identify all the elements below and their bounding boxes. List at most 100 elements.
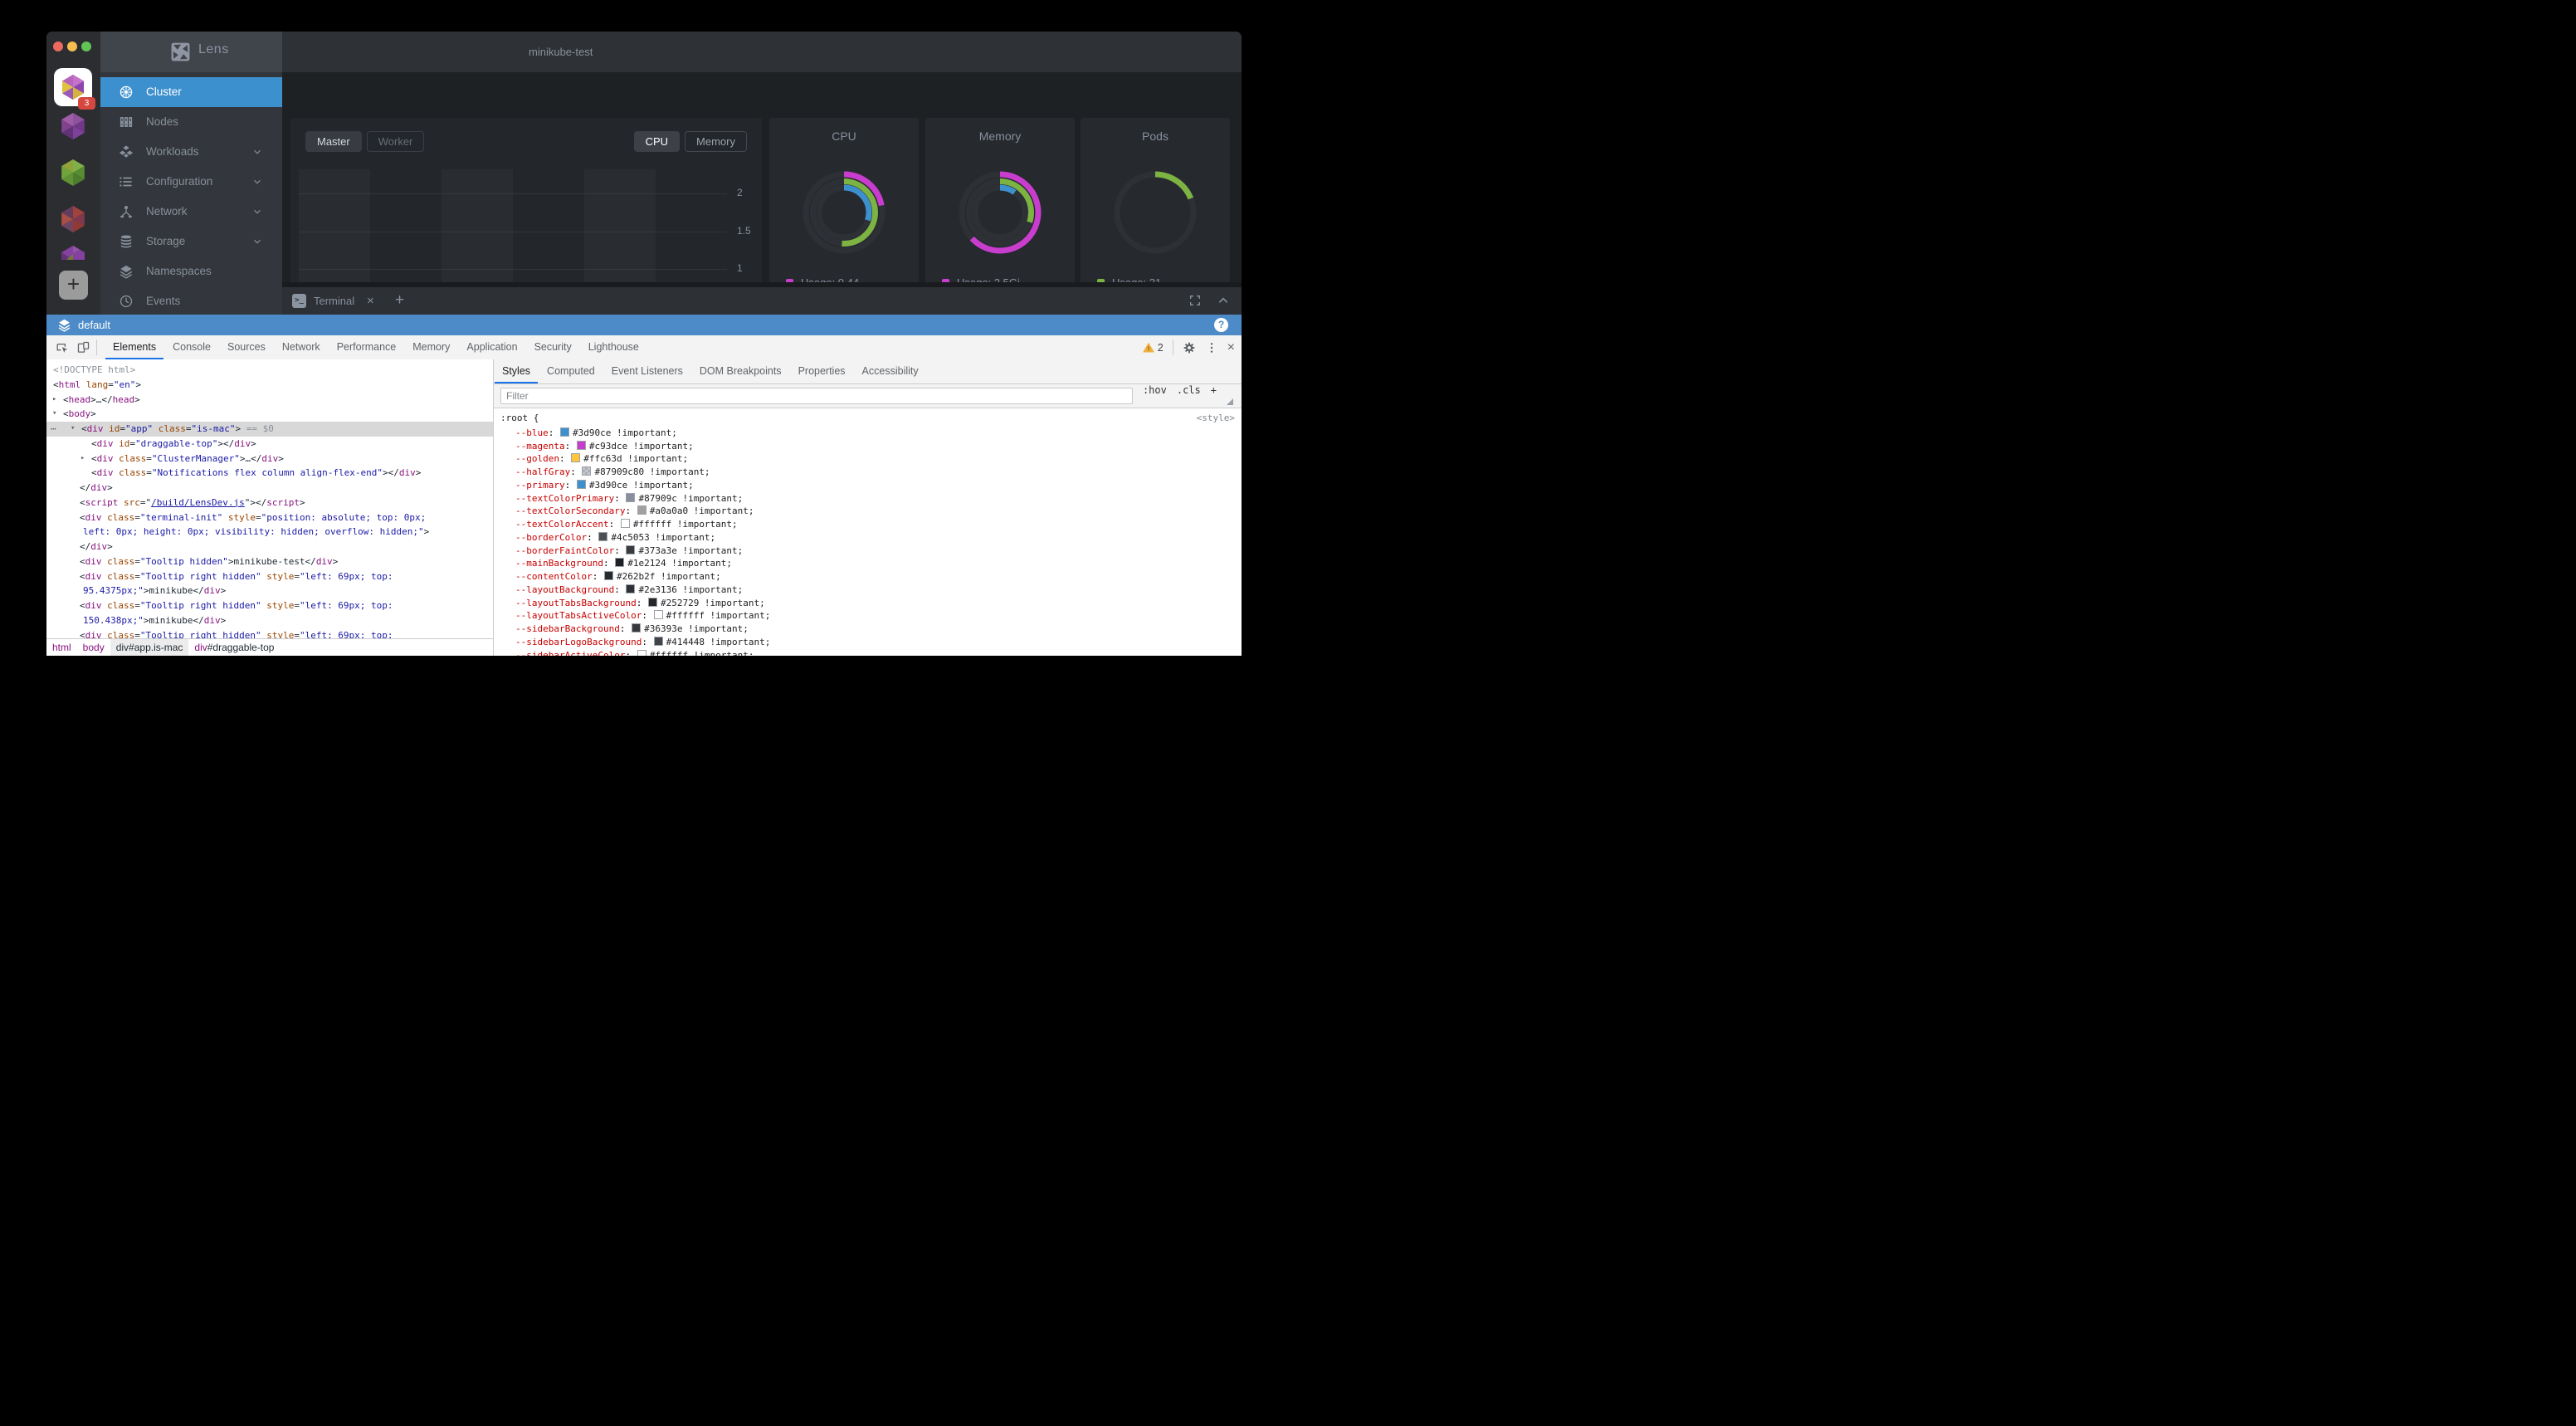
dom-tree-line[interactable]: </div> bbox=[80, 541, 113, 552]
dom-tree-line[interactable]: <div class="Tooltip right hidden" style=… bbox=[80, 570, 393, 582]
terminal-tab[interactable]: Terminal bbox=[314, 295, 355, 307]
console-warnings-button[interactable]: 2 bbox=[1143, 342, 1164, 354]
dom-tree-line[interactable]: ▸ <div class="ClusterManager">…</div> bbox=[46, 452, 493, 466]
sidebar-item-nodes[interactable]: Nodes bbox=[100, 107, 282, 137]
dom-tree-line[interactable]: <div class="Tooltip hidden">minikube-tes… bbox=[80, 555, 339, 567]
color-swatch[interactable] bbox=[603, 571, 613, 580]
dom-tree-line[interactable]: <div class="Tooltip right hidden" style=… bbox=[80, 600, 393, 611]
styles-filter-input[interactable] bbox=[500, 388, 1133, 404]
color-swatch[interactable] bbox=[615, 558, 625, 568]
dom-tree-line[interactable]: <div class="Tooltip right hidden" style=… bbox=[80, 629, 393, 639]
dom-tree-line[interactable]: ▾ <body> bbox=[46, 407, 493, 422]
css-property-row[interactable]: --sidebarBackground: #36393e !important; bbox=[515, 623, 749, 634]
style-source-link[interactable]: <style> bbox=[1196, 413, 1235, 423]
css-property-row[interactable]: --textColorSecondary: #a0a0a0 !important… bbox=[515, 505, 754, 517]
cluster-tile[interactable] bbox=[58, 158, 88, 188]
node-tab-master-button[interactable]: Master bbox=[305, 131, 362, 152]
devtools-tab-application[interactable]: Application bbox=[466, 341, 518, 353]
expander-open-icon[interactable]: ▾ bbox=[52, 409, 57, 418]
devtools-tab-security[interactable]: Security bbox=[534, 341, 572, 353]
css-property-row[interactable]: --halfGray: #87909c80 !important; bbox=[515, 466, 710, 477]
color-swatch[interactable] bbox=[626, 492, 636, 502]
color-swatch[interactable] bbox=[632, 623, 642, 632]
css-property-row[interactable]: --layoutTabsActiveColor: #ffffff !import… bbox=[515, 610, 771, 622]
sidebar-item-namespaces[interactable]: Namespaces bbox=[100, 256, 282, 286]
color-swatch[interactable] bbox=[647, 597, 657, 607]
devtools-tab-memory[interactable]: Memory bbox=[412, 341, 451, 353]
css-property-row[interactable]: --contentColor: #262b2f !important; bbox=[515, 571, 721, 582]
resize-grip-icon[interactable] bbox=[1227, 398, 1233, 405]
devtools-tab-elements[interactable]: Elements bbox=[105, 335, 164, 359]
sidebar-item-events[interactable]: Events bbox=[100, 286, 282, 316]
traffic-close-button[interactable] bbox=[53, 42, 63, 51]
color-swatch[interactable] bbox=[653, 636, 663, 646]
pseudo-state-toggle[interactable]: :hov bbox=[1142, 384, 1167, 396]
dom-tree-line[interactable]: ▸ <head>…</head> bbox=[46, 393, 493, 408]
cluster-tile[interactable] bbox=[58, 204, 88, 234]
styles-tab-properties[interactable]: Properties bbox=[798, 365, 846, 377]
devtools-close-icon[interactable]: × bbox=[1227, 340, 1235, 354]
color-swatch[interactable] bbox=[637, 505, 646, 515]
css-property-row[interactable]: --borderColor: #4c5053 !important; bbox=[515, 531, 716, 543]
terminal-fullscreen-icon[interactable] bbox=[1188, 294, 1202, 307]
gear-icon[interactable] bbox=[1183, 341, 1196, 354]
breadcrumb-item[interactable]: div#draggable-top bbox=[194, 642, 275, 653]
dom-tree-line[interactable]: <div id="draggable-top"></div> bbox=[91, 437, 256, 449]
terminal-add-icon[interactable]: + bbox=[395, 291, 405, 309]
new-style-rule-button[interactable]: + bbox=[1210, 384, 1217, 396]
styles-tab-computed[interactable]: Computed bbox=[547, 365, 595, 377]
terminal-collapse-icon[interactable] bbox=[1217, 294, 1230, 307]
css-property-row[interactable]: --mainBackground: #1e2124 !important; bbox=[515, 558, 733, 569]
metric-tab-cpu-button[interactable]: CPU bbox=[633, 131, 681, 152]
dom-tree-line[interactable]: 150.438px;">minikube</div> bbox=[83, 614, 227, 626]
css-property-row[interactable]: --sidebarActiveColor: #ffffff !important… bbox=[494, 649, 1242, 656]
breadcrumb-item[interactable]: body bbox=[82, 642, 105, 653]
css-property-row[interactable]: --textColorAccent: #ffffff !important; bbox=[515, 519, 738, 530]
css-property-row[interactable]: --primary: #3d90ce !important; bbox=[515, 479, 694, 491]
color-swatch[interactable] bbox=[626, 584, 636, 593]
expander-open-icon[interactable]: ▾ bbox=[71, 424, 76, 432]
css-property-row[interactable]: --golden: #ffc63d !important; bbox=[515, 453, 689, 465]
css-property-row[interactable]: --sidebarLogoBackground: #414448 !import… bbox=[515, 636, 771, 647]
terminal-close-icon[interactable]: × bbox=[367, 294, 374, 308]
sidebar-item-cluster[interactable]: Cluster bbox=[100, 77, 282, 107]
sidebar-item-storage[interactable]: Storage bbox=[100, 227, 282, 256]
sidebar-item-network[interactable]: Network bbox=[100, 197, 282, 227]
node-tab-worker-button[interactable]: Worker bbox=[366, 131, 425, 152]
expander-closed-icon[interactable]: ▸ bbox=[52, 394, 57, 403]
element-classes-toggle[interactable]: .cls bbox=[1176, 384, 1201, 396]
color-swatch[interactable] bbox=[582, 466, 592, 476]
color-swatch[interactable] bbox=[576, 479, 586, 489]
devtools-tab-lighthouse[interactable]: Lighthouse bbox=[588, 341, 639, 353]
dom-tree-line[interactable]: left: 0px; height: 0px; visibility: hidd… bbox=[83, 526, 430, 538]
help-icon[interactable]: ? bbox=[1214, 318, 1228, 332]
color-swatch[interactable] bbox=[576, 440, 586, 450]
cluster-tile[interactable] bbox=[58, 111, 88, 141]
css-property-row[interactable]: --borderFaintColor: #373a3e !important; bbox=[515, 545, 744, 556]
dom-tree-line[interactable]: <!DOCTYPE html> bbox=[53, 364, 136, 375]
styles-tab-event-listeners[interactable]: Event Listeners bbox=[611, 365, 683, 377]
cluster-tile[interactable] bbox=[58, 242, 88, 271]
traffic-minimize-button[interactable] bbox=[67, 42, 77, 51]
styles-tab-styles[interactable]: Styles bbox=[494, 359, 539, 383]
dom-tree-line[interactable]: <div class="Notifications flex column al… bbox=[91, 467, 422, 479]
dom-tree-line[interactable]: ⋯ ▾ <div id="app" class="is-mac"> == $0 bbox=[46, 422, 493, 437]
dom-tree-line[interactable]: <script src="/build/LensDev.js"></script… bbox=[80, 496, 305, 508]
device-toolbar-icon[interactable] bbox=[76, 340, 90, 354]
dom-tree-line[interactable]: <div class="terminal-init" style="positi… bbox=[80, 511, 427, 523]
namespace-label[interactable]: default bbox=[78, 319, 111, 331]
css-property-row[interactable]: --layoutBackground: #2e3136 !important; bbox=[515, 584, 744, 595]
color-swatch[interactable] bbox=[626, 545, 636, 554]
css-property-row[interactable]: --magenta: #c93dce !important; bbox=[515, 440, 694, 452]
color-swatch[interactable] bbox=[637, 649, 646, 656]
devtools-tab-network[interactable]: Network bbox=[281, 341, 320, 353]
cluster-tile-active[interactable]: 3 bbox=[54, 68, 95, 110]
sidebar-item-workloads[interactable]: Workloads bbox=[100, 137, 282, 167]
dom-tree-line[interactable]: </div> bbox=[80, 482, 113, 493]
add-cluster-button[interactable]: + bbox=[59, 271, 88, 300]
color-swatch[interactable] bbox=[571, 453, 581, 463]
styles-tab-dom-breakpoints[interactable]: DOM Breakpoints bbox=[699, 365, 782, 377]
metric-tab-memory-button[interactable]: Memory bbox=[685, 131, 747, 152]
css-property-row[interactable]: --blue: #3d90ce !important; bbox=[515, 427, 677, 438]
sidebar-item-configuration[interactable]: Configuration bbox=[100, 167, 282, 197]
